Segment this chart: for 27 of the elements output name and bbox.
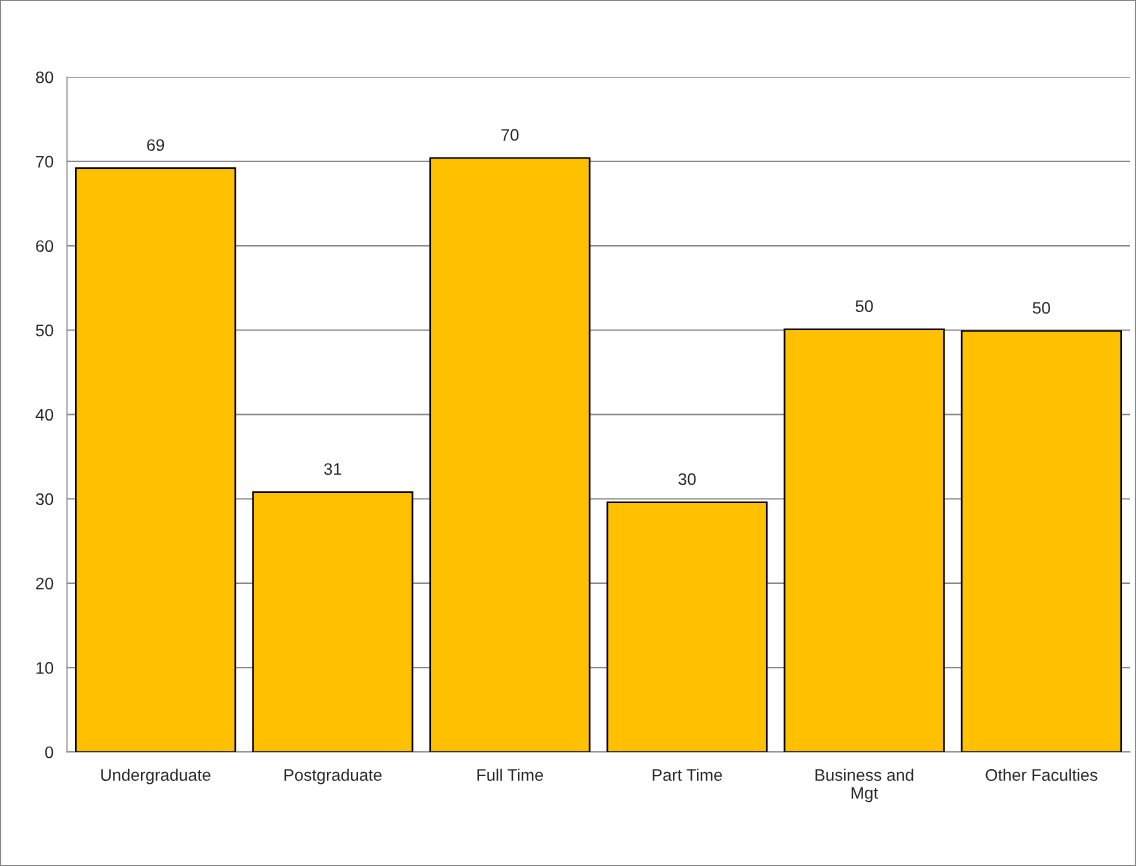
x-tick-label: Postgraduate (284, 768, 382, 785)
x-tick-label: Part Time (652, 768, 722, 781)
x-tick-label: Other Faculties (985, 768, 1098, 781)
bar (75, 167, 237, 752)
y-tick-label: 0 (45, 746, 54, 759)
data-label: 31 (324, 463, 342, 475)
data-label: 30 (678, 473, 696, 486)
y-tick-label: 10 (36, 662, 54, 674)
bar (252, 491, 414, 752)
x-tick-label: Undergraduate (101, 768, 211, 785)
data-label: 50 (855, 300, 873, 313)
data-label: 69 (147, 139, 165, 151)
bar (429, 157, 591, 752)
y-tick-label: 70 (36, 155, 54, 168)
bar (783, 328, 945, 752)
bar (960, 330, 1122, 752)
x-tick-label: Full Time (477, 768, 543, 781)
y-tick-label: 60 (36, 240, 54, 252)
y-tick-label: 40 (35, 408, 54, 421)
x-tick-label: Business and Mgt (815, 768, 914, 803)
y-tick-label: 80 (35, 71, 54, 84)
data-label: 50 (1032, 301, 1051, 314)
bar (606, 501, 768, 752)
y-tick-label: 50 (35, 324, 54, 337)
y-tick-label: 30 (35, 493, 54, 506)
y-tick-label: 20 (36, 577, 54, 590)
data-label: 70 (501, 129, 519, 141)
